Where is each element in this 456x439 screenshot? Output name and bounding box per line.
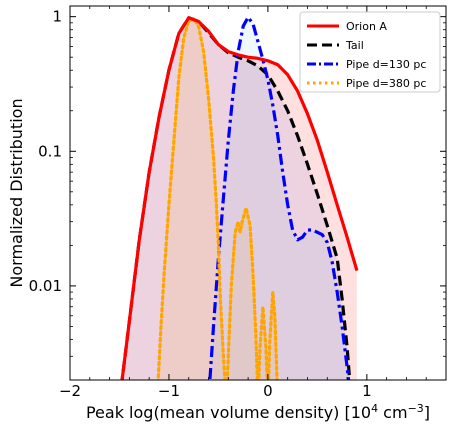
legend-label-1: Tail [345,39,364,52]
x-axis-label: Peak log(mean volume density) [104 cm−3] [86,402,430,422]
series-fill-0 [119,17,357,380]
y-tick-label-0: 0.01 [29,277,62,295]
x-tick-label-0: −2 [59,382,81,400]
legend-box [299,11,441,93]
series-line-0 [120,16,359,380]
series-lines [120,15,359,380]
legend: Orion A Tail Pipe d=130 pc Pipe d=380 pc [299,11,441,93]
series-fill-2 [208,17,352,380]
plot-frame [69,5,447,381]
legend-label-3: Pipe d=380 pc [346,77,426,90]
series-line-3 [156,16,279,380]
series-fill-3 [157,18,278,380]
x-tick-label-1: −1 [158,382,180,400]
legend-label-0: Orion A [346,20,387,33]
y-tick-label-1: 0.1 [38,142,62,160]
series-line-2 [208,15,351,380]
axis-ticks: −2 −1 0 1 0.01 0.1 1 [29,6,447,400]
y-axis-label: Normalized Distribution [7,98,26,287]
y-tick-label-2: 1 [52,8,62,26]
x-tick-label-3: 1 [362,382,372,400]
x-tick-label-2: 0 [263,382,273,400]
legend-label-2: Pipe d=130 pc [346,58,426,71]
